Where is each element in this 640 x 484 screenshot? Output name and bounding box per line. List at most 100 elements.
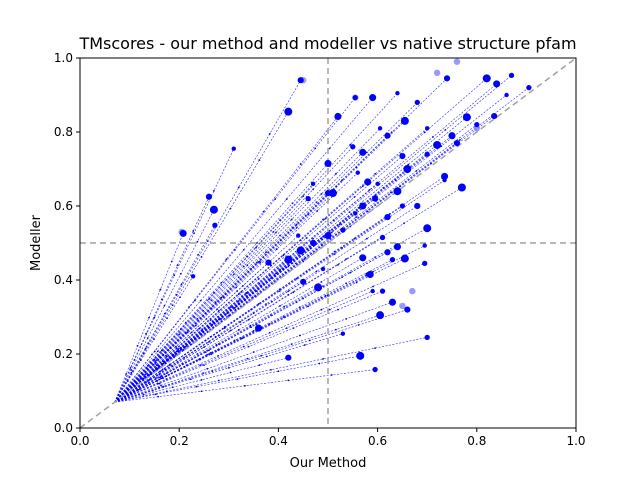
trajectory-dot bbox=[257, 278, 260, 280]
y-tick-label: 1.0 bbox=[54, 51, 73, 65]
trajectory-dot bbox=[195, 385, 198, 388]
trajectory-dot bbox=[265, 251, 267, 254]
trajectory-dot bbox=[206, 240, 209, 243]
trajectory-dot bbox=[251, 296, 254, 299]
trajectory-dot bbox=[196, 353, 199, 355]
data-point bbox=[328, 189, 337, 198]
trajectory-dot bbox=[242, 265, 245, 268]
trajectory-dot bbox=[199, 299, 202, 302]
trajectory-dot bbox=[285, 327, 288, 329]
trajectory-dot bbox=[320, 237, 323, 240]
trajectory-dot bbox=[171, 353, 174, 356]
trajectory-dot bbox=[250, 308, 253, 311]
trajectory-dot bbox=[139, 377, 142, 380]
trajectory-dot bbox=[213, 321, 215, 324]
trajectory-dot bbox=[320, 193, 323, 195]
trajectory-dot bbox=[198, 358, 200, 361]
faint-point bbox=[453, 58, 461, 65]
trajectory-dot bbox=[217, 309, 220, 312]
trajectory-dot bbox=[130, 371, 133, 374]
y-axis-label: Modeller bbox=[29, 214, 44, 271]
data-point bbox=[284, 107, 293, 116]
trajectory-dot bbox=[240, 337, 243, 340]
trajectory-dot bbox=[279, 305, 281, 307]
data-point bbox=[399, 203, 406, 209]
trajectory-dot bbox=[148, 316, 150, 319]
data-point bbox=[350, 144, 356, 150]
trajectory-dot bbox=[247, 345, 250, 348]
data-point bbox=[424, 151, 430, 157]
data-point bbox=[482, 74, 491, 83]
trajectory-dot bbox=[198, 327, 200, 330]
trajectory-dot bbox=[341, 276, 343, 279]
trajectory-dot bbox=[237, 186, 240, 189]
trajectory-dot bbox=[295, 223, 298, 226]
trajectory-dot bbox=[260, 354, 262, 357]
trajectory-dot bbox=[144, 347, 147, 350]
trajectory-dot bbox=[222, 296, 225, 299]
trajectory-dot bbox=[252, 329, 255, 332]
plot-area bbox=[80, 58, 576, 428]
data-point bbox=[310, 181, 316, 186]
x-tick-label: 0.2 bbox=[170, 434, 189, 448]
trajectory-dot bbox=[357, 324, 360, 326]
trajectory-dot bbox=[171, 304, 174, 307]
trajectory-dot bbox=[213, 189, 215, 192]
trajectory-dot bbox=[153, 316, 156, 319]
trajectory-dot bbox=[210, 299, 213, 302]
data-point bbox=[384, 132, 391, 139]
trajectory-dot bbox=[146, 364, 149, 367]
data-point bbox=[422, 243, 427, 248]
trajectory-dot bbox=[229, 207, 232, 210]
data-point bbox=[372, 195, 379, 202]
trajectory-dot bbox=[444, 128, 447, 131]
trajectory-dot bbox=[225, 258, 228, 261]
trajectory-dot bbox=[292, 327, 295, 329]
data-point bbox=[395, 90, 400, 96]
trajectory-dot bbox=[155, 364, 158, 367]
trajectory-dot bbox=[337, 308, 339, 311]
data-point bbox=[359, 254, 367, 262]
trajectory-dot bbox=[330, 374, 333, 376]
trajectory-dot bbox=[156, 350, 159, 353]
data-point bbox=[379, 288, 386, 294]
trajectory-dot bbox=[147, 382, 150, 384]
trajectory-dot bbox=[208, 341, 210, 343]
trajectory-dot bbox=[246, 255, 248, 258]
trajectory-dot bbox=[156, 382, 159, 385]
trajectory-dot bbox=[272, 231, 275, 233]
trajectory-dot bbox=[365, 237, 368, 240]
trajectory-dot bbox=[155, 377, 157, 379]
data-point bbox=[296, 246, 305, 255]
trajectory-dot bbox=[166, 317, 168, 320]
trajectory-dot bbox=[240, 291, 243, 293]
plot-content bbox=[80, 58, 576, 428]
faint-point bbox=[433, 69, 441, 77]
trajectory-dot bbox=[246, 264, 249, 267]
trajectory-dot bbox=[171, 386, 174, 389]
trajectory-dot bbox=[312, 188, 315, 191]
trajectory-dot bbox=[179, 296, 181, 299]
trajectory-dot bbox=[328, 308, 331, 311]
trajectory-dot bbox=[305, 237, 308, 239]
trajectory-dot bbox=[196, 317, 199, 320]
trajectory-dot bbox=[282, 254, 285, 257]
data-point bbox=[310, 239, 317, 247]
trajectory-dot bbox=[353, 237, 356, 240]
trajectory-dot bbox=[322, 285, 324, 288]
trajectory-dot bbox=[171, 365, 174, 368]
trajectory-dot bbox=[185, 364, 188, 366]
data-point bbox=[384, 214, 391, 221]
trajectory-dot bbox=[245, 292, 248, 294]
data-point bbox=[285, 354, 292, 361]
trajectory-dot bbox=[242, 345, 245, 348]
data-point bbox=[179, 229, 187, 237]
trajectory-dot bbox=[220, 317, 223, 320]
trajectory-dot bbox=[324, 217, 327, 220]
trajectory-dot bbox=[322, 235, 324, 238]
trajectory-dot bbox=[215, 343, 218, 346]
trajectory-dot bbox=[179, 272, 182, 275]
trajectory-dot bbox=[291, 202, 294, 205]
data-point bbox=[425, 126, 430, 131]
